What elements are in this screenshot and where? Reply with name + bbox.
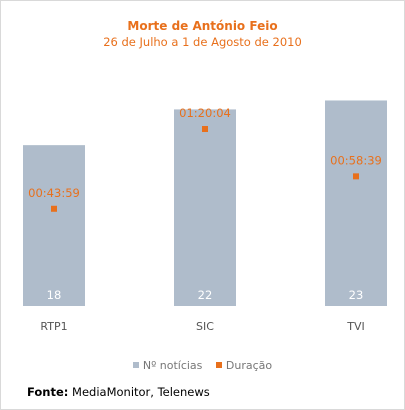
duration-label-tvi: 00:58:39	[330, 153, 382, 167]
source-note: Fonte: MediaMonitor, Telenews	[27, 385, 210, 399]
x-tick-label-tvi: TVI	[346, 320, 365, 333]
bar-label-tvi: 23	[349, 288, 364, 302]
legend-item-news: Nº notícias	[132, 358, 203, 372]
bar-label-sic: 22	[198, 288, 213, 302]
bar-label-rtp1: 18	[47, 288, 62, 302]
chart-subtitle: 26 de Julho a 1 de Agosto de 2010	[103, 35, 302, 49]
legend: Nº notícias Duração	[1, 358, 404, 372]
bar-sic	[174, 109, 236, 306]
legend-swatch-duration	[215, 362, 222, 368]
x-tick-label-sic: SIC	[196, 320, 214, 333]
bar-tvi	[325, 100, 387, 307]
duration-point-tvi	[353, 173, 359, 180]
duration-point-sic	[202, 126, 208, 133]
x-tick-label-rtp1: RTP1	[40, 320, 67, 333]
duration-point-rtp1	[51, 205, 57, 212]
bar-rtp1	[23, 145, 85, 306]
legend-item-duration: Duração	[215, 358, 273, 372]
legend-swatch-news	[132, 362, 139, 368]
legend-label-news: Nº notícias	[142, 358, 203, 372]
legend-label-duration: Duração	[225, 358, 273, 372]
source-label: Fonte:	[27, 385, 69, 399]
duration-label-rtp1: 00:43:59	[28, 186, 80, 200]
chart-title: Morte de António Feio	[127, 19, 278, 33]
duration-label-sic: 01:20:04	[179, 106, 231, 120]
source-text: MediaMonitor, Telenews	[68, 385, 210, 399]
